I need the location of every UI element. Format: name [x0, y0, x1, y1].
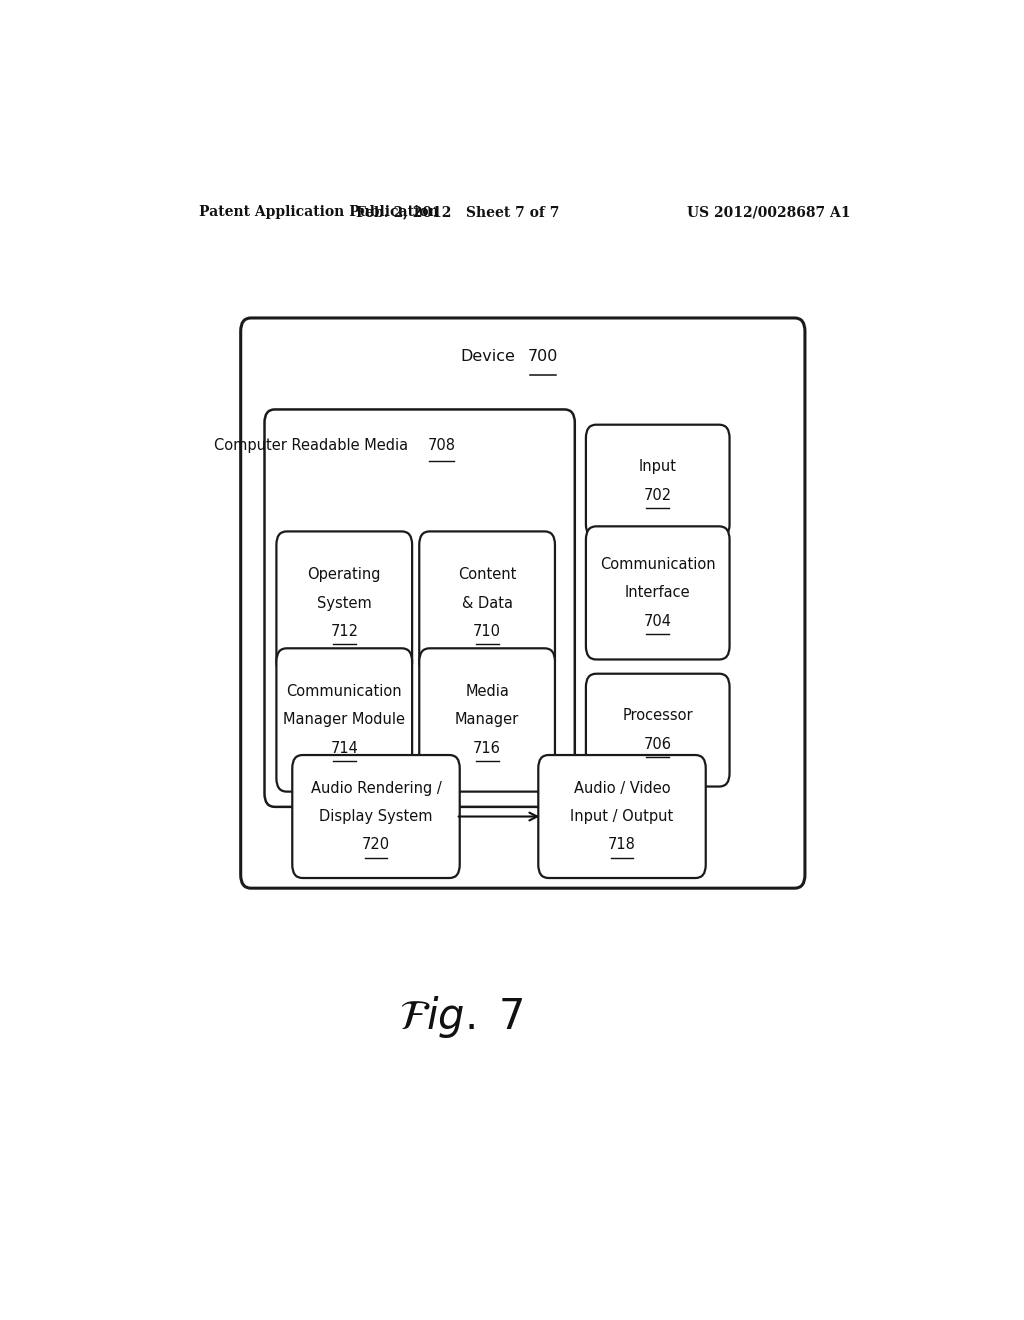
FancyBboxPatch shape — [419, 532, 555, 675]
Text: 702: 702 — [644, 488, 672, 503]
Text: Input: Input — [639, 459, 677, 474]
Text: Device: Device — [460, 348, 515, 364]
Text: 714: 714 — [331, 741, 358, 756]
FancyBboxPatch shape — [586, 527, 729, 660]
Text: 700: 700 — [527, 348, 558, 364]
FancyBboxPatch shape — [586, 673, 729, 787]
FancyBboxPatch shape — [539, 755, 706, 878]
Text: 720: 720 — [361, 837, 390, 853]
Text: Communication: Communication — [600, 557, 716, 572]
Text: 712: 712 — [331, 624, 358, 639]
Text: 710: 710 — [473, 624, 501, 639]
Text: Feb. 2, 2012   Sheet 7 of 7: Feb. 2, 2012 Sheet 7 of 7 — [355, 206, 559, 219]
Text: 708: 708 — [428, 437, 456, 453]
FancyBboxPatch shape — [419, 648, 555, 792]
FancyBboxPatch shape — [241, 318, 805, 888]
Text: Computer Readable Media: Computer Readable Media — [214, 437, 408, 453]
Text: & Data: & Data — [462, 595, 513, 611]
Text: Audio / Video: Audio / Video — [573, 780, 671, 796]
Text: Media: Media — [465, 684, 509, 700]
Text: Content: Content — [458, 568, 516, 582]
FancyBboxPatch shape — [586, 425, 729, 537]
Text: 718: 718 — [608, 837, 636, 853]
FancyBboxPatch shape — [264, 409, 574, 807]
Text: Manager: Manager — [455, 713, 519, 727]
Text: Input / Output: Input / Output — [570, 809, 674, 824]
FancyBboxPatch shape — [276, 532, 412, 675]
Text: Display System: Display System — [319, 809, 433, 824]
Text: 704: 704 — [644, 614, 672, 628]
FancyBboxPatch shape — [292, 755, 460, 878]
Text: 716: 716 — [473, 741, 501, 756]
Text: Audio Rendering /: Audio Rendering / — [310, 780, 441, 796]
Text: Communication: Communication — [287, 684, 402, 700]
Text: Operating: Operating — [307, 568, 381, 582]
Text: $\mathcal{F}$$\mathit{ig.\ 7}$: $\mathcal{F}$$\mathit{ig.\ 7}$ — [399, 994, 523, 1040]
FancyBboxPatch shape — [276, 648, 412, 792]
Text: Processor: Processor — [623, 709, 693, 723]
Text: System: System — [316, 595, 372, 611]
Text: Interface: Interface — [625, 585, 690, 601]
Text: Patent Application Publication: Patent Application Publication — [200, 206, 439, 219]
Text: US 2012/0028687 A1: US 2012/0028687 A1 — [687, 206, 850, 219]
Text: 706: 706 — [644, 737, 672, 752]
Text: Manager Module: Manager Module — [284, 713, 406, 727]
